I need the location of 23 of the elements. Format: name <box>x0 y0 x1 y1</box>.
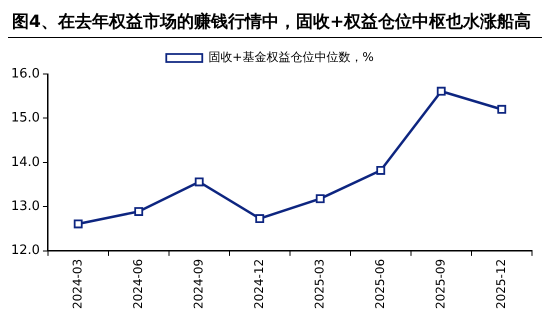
x-tick-label: 2024-06 <box>130 258 145 309</box>
y-tick-label: 13.0 <box>10 199 40 214</box>
y-tick-label: 12.0 <box>10 243 40 258</box>
x-tick-label: 2024-03 <box>70 258 84 309</box>
point <box>316 194 325 204</box>
x-tick-label: 2024-09 <box>191 258 206 309</box>
point <box>497 104 506 114</box>
x-tick-label: 2025-12 <box>494 258 508 309</box>
x-tick-label: 2024-12 <box>252 258 266 309</box>
legend-label: 固收+基金权益仓位中位数，% <box>208 50 374 64</box>
point <box>134 207 144 216</box>
point <box>376 166 386 175</box>
point <box>255 214 264 224</box>
x-tick-label: 2025-06 <box>372 258 387 309</box>
x-tick-label: 2025-03 <box>312 258 326 309</box>
y-tick-label: 15.0 <box>10 110 40 126</box>
y-tick-label: 16.0 <box>10 66 40 82</box>
x-tick-label: 2025-09 <box>433 258 448 309</box>
point <box>74 219 83 228</box>
chart-title: 图4、在去年权益市场的赚钱行情中，固收+权益仓位中枢也水涨船高 <box>8 8 542 38</box>
point <box>436 86 446 96</box>
point <box>194 177 204 186</box>
y-tick-label: 14.0 <box>10 154 40 170</box>
